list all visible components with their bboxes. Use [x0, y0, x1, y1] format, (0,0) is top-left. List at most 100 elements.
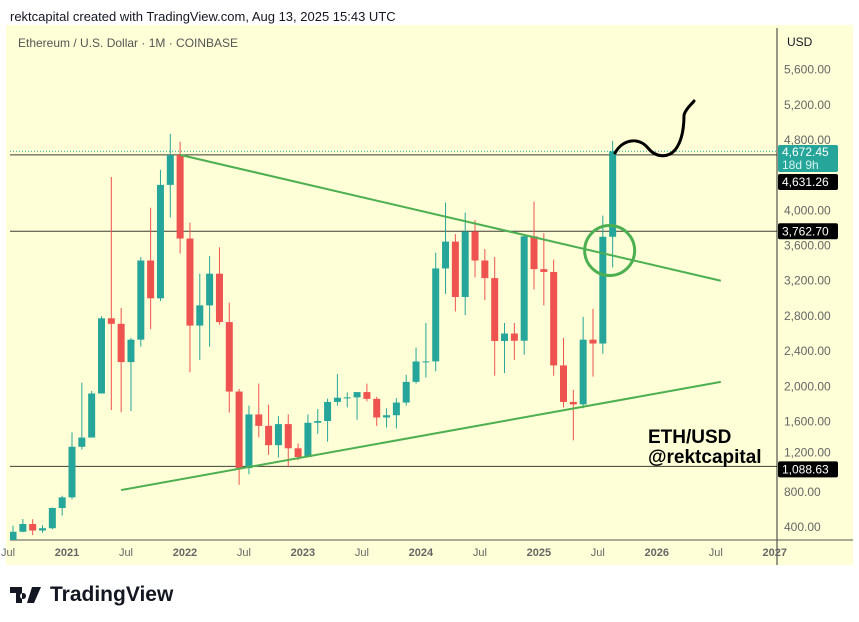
candle-body — [107, 318, 115, 324]
symbol-title: Ethereum / U.S. Dollar · 1M · COINBASE — [18, 36, 239, 50]
candle-body — [560, 365, 567, 402]
candle-body — [501, 333, 509, 341]
currency-label: USD — [787, 35, 813, 49]
candle-body — [127, 339, 135, 363]
candle-body — [10, 531, 17, 540]
y-tick-label: 800.00 — [784, 485, 821, 499]
x-tick-label: 2021 — [55, 547, 79, 559]
y-tick-label: 2,000.00 — [784, 379, 831, 393]
candle-body — [422, 361, 430, 363]
y-tick-label: 4,000.00 — [784, 203, 831, 217]
candle-body — [274, 424, 282, 446]
y-tick-label: 5,600.00 — [784, 63, 831, 77]
x-tick-label: 2026 — [645, 547, 669, 559]
candle-body — [29, 524, 37, 531]
candle-body — [491, 278, 499, 341]
candle-body — [166, 154, 174, 185]
candle-body — [324, 401, 332, 422]
candle-body — [48, 508, 56, 529]
candle-body — [471, 231, 479, 261]
candle-body — [481, 260, 489, 279]
trendline — [179, 153, 722, 282]
x-tick-label: Jul — [709, 547, 723, 559]
candle-body — [461, 231, 469, 298]
candle-body — [156, 184, 164, 299]
x-tick-label: Jul — [355, 547, 369, 559]
y-tick-label: 400.00 — [784, 520, 821, 534]
candle-body — [343, 397, 351, 399]
candle-body — [510, 333, 518, 341]
watermark-author: @rektcapital — [648, 447, 762, 468]
candle-body — [520, 236, 528, 341]
candle-body — [442, 241, 450, 269]
candle-body — [147, 260, 155, 299]
candle-body — [225, 322, 233, 392]
x-tick-label: 2024 — [409, 547, 434, 559]
candle-body — [412, 361, 420, 382]
candle-body — [97, 318, 105, 394]
candle-body — [235, 391, 243, 469]
candle-body — [304, 422, 312, 457]
candle-body — [333, 397, 341, 402]
candle-body — [88, 393, 96, 438]
trendline — [120, 380, 721, 492]
candle-body — [530, 236, 538, 270]
candle-body — [363, 392, 371, 399]
candle-body — [314, 421, 322, 423]
candle-body — [383, 415, 391, 418]
y-tick-label: 3,600.00 — [784, 239, 831, 253]
candle-body — [58, 497, 66, 509]
candle-body — [206, 273, 214, 306]
x-tick-label: Jul — [473, 547, 487, 559]
y-tick-label: 5,200.00 — [784, 98, 831, 112]
candle-body — [432, 268, 440, 362]
x-tick-label: 2023 — [291, 547, 315, 559]
x-tick-label: Jul — [591, 547, 605, 559]
y-tick-label: 1,200.00 — [784, 446, 831, 460]
candle-body — [550, 271, 558, 366]
candle-body — [68, 446, 76, 498]
level-label: 1,088.63 — [782, 462, 829, 476]
candle-body — [294, 448, 302, 457]
candle-body — [540, 269, 548, 272]
candle-body — [373, 398, 381, 418]
candle-body — [265, 425, 273, 446]
y-tick-label: 1,600.00 — [784, 414, 831, 428]
y-tick-label: 2,400.00 — [784, 344, 831, 358]
candle-body — [599, 236, 607, 344]
x-tick-label: Jul — [119, 547, 133, 559]
y-tick-label: 2,800.00 — [784, 309, 831, 323]
candle-body — [451, 241, 459, 298]
candle-body — [402, 381, 410, 403]
watermark: ETH/USD @rektcapital — [648, 428, 762, 468]
candle-body — [176, 154, 184, 239]
candle-body — [589, 339, 597, 344]
bar-countdown: 18d 9h — [782, 158, 819, 172]
x-tick-label: 2025 — [527, 547, 551, 559]
last-price-label: 4,672.45 — [782, 145, 829, 159]
chart-credit: rektcapital created with TradingView.com… — [10, 9, 396, 24]
candle-body — [39, 528, 47, 531]
candle-body — [579, 339, 587, 405]
level-label-bg — [778, 223, 838, 240]
last-price-badge-bg — [778, 145, 838, 172]
x-tick-label: 2022 — [173, 547, 197, 559]
watermark-pair: ETH/USD — [648, 427, 732, 448]
projection-curve — [613, 99, 696, 158]
candle-body — [19, 524, 27, 532]
y-tick-label: 4,800.00 — [784, 133, 831, 147]
highlight-circle — [583, 224, 637, 278]
candle-body — [78, 437, 86, 447]
tradingview-logo[interactable]: TradingView — [10, 583, 173, 607]
x-tick-label: 2027 — [763, 547, 787, 559]
candle-body — [117, 323, 125, 363]
candle-body — [609, 151, 617, 237]
candle-body — [245, 414, 253, 469]
candle-body — [255, 414, 263, 426]
candle-body — [284, 424, 292, 449]
candle-body — [215, 273, 223, 323]
candle-body — [196, 305, 204, 326]
candle-body — [137, 260, 145, 340]
tradingview-logo-icon — [10, 587, 41, 603]
